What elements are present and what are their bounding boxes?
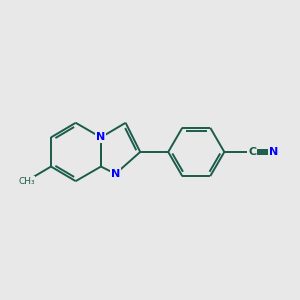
Text: CH₃: CH₃ xyxy=(18,177,34,186)
Text: C: C xyxy=(248,147,256,157)
Text: N: N xyxy=(111,169,120,179)
Text: N: N xyxy=(269,147,278,157)
Text: N: N xyxy=(96,132,106,142)
